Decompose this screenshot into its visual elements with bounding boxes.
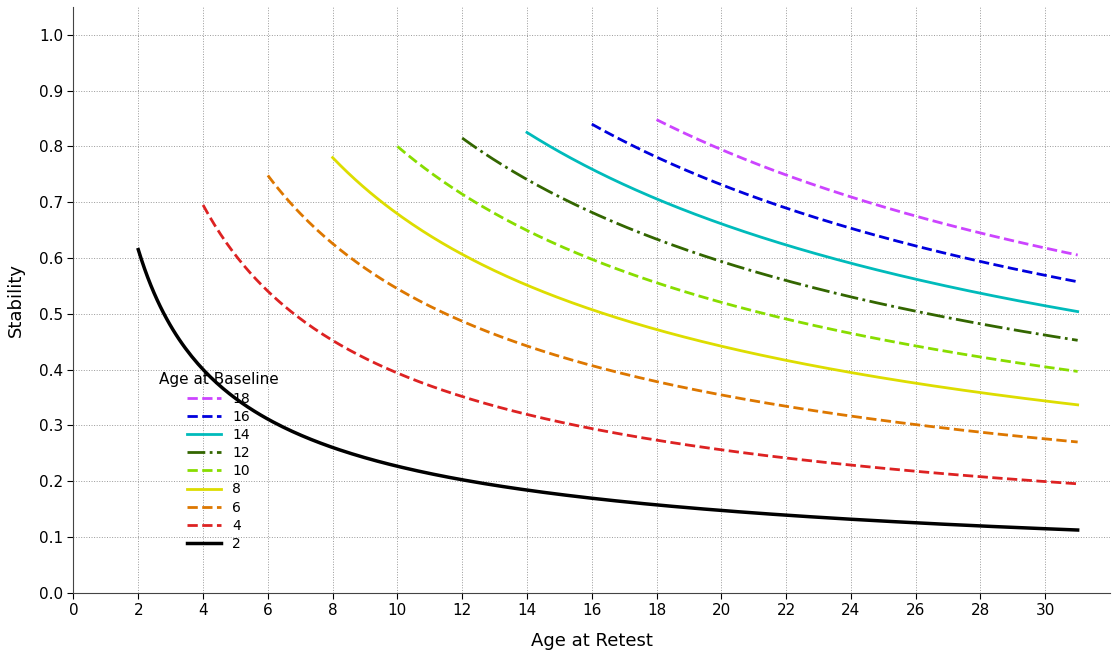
16	[1025, 269, 1039, 277]
18	[1031, 242, 1044, 250]
8	[1001, 392, 1014, 400]
10	[808, 321, 821, 329]
Legend: 18, 16, 14, 12, 10, 8, 6, 4, 2: 18, 16, 14, 12, 10, 8, 6, 4, 2	[153, 367, 284, 556]
8	[326, 154, 340, 162]
16	[585, 120, 599, 128]
2	[132, 246, 145, 254]
10	[964, 351, 977, 359]
6	[264, 175, 277, 183]
8	[782, 357, 795, 365]
4	[197, 201, 210, 209]
2	[924, 520, 937, 528]
10	[793, 319, 806, 327]
8	[770, 354, 783, 362]
6	[1071, 438, 1085, 446]
12	[820, 287, 833, 295]
4	[714, 446, 727, 454]
12	[458, 135, 471, 143]
8	[767, 354, 781, 362]
14	[847, 260, 860, 267]
Line: 8: 8	[333, 158, 1078, 405]
12	[822, 288, 836, 296]
4	[732, 448, 745, 456]
8	[328, 156, 342, 164]
16	[586, 121, 600, 129]
Line: 16: 16	[592, 124, 1078, 282]
12	[456, 134, 469, 142]
6	[944, 425, 957, 433]
2	[688, 505, 701, 512]
8	[954, 386, 967, 394]
14	[984, 292, 997, 300]
Line: 12: 12	[462, 138, 1078, 340]
4	[199, 206, 212, 214]
Line: 4: 4	[203, 205, 1078, 484]
10	[1071, 367, 1085, 375]
6	[757, 399, 771, 407]
18	[908, 212, 922, 219]
18	[900, 210, 914, 217]
4	[934, 470, 947, 478]
18	[1071, 251, 1085, 259]
6	[995, 430, 1009, 438]
10	[391, 143, 404, 150]
16	[994, 262, 1008, 270]
2	[135, 256, 149, 263]
4	[989, 474, 1002, 482]
12	[1013, 327, 1027, 335]
14	[521, 129, 534, 137]
X-axis label: Age at Retest: Age at Retest	[531, 632, 652, 650]
2	[983, 522, 996, 530]
18	[651, 116, 665, 124]
Line: 14: 14	[527, 133, 1078, 311]
10	[393, 145, 407, 152]
6	[261, 171, 275, 179]
2	[690, 505, 704, 512]
Line: 18: 18	[657, 120, 1078, 255]
10	[795, 319, 809, 327]
6	[743, 396, 756, 404]
14	[522, 129, 535, 137]
Line: 10: 10	[398, 147, 1078, 371]
Line: 2: 2	[139, 250, 1078, 530]
6	[741, 396, 754, 403]
16	[872, 233, 886, 240]
16	[1071, 278, 1085, 286]
4	[717, 446, 731, 454]
Line: 6: 6	[268, 175, 1078, 442]
18	[899, 210, 913, 217]
2	[1071, 526, 1085, 534]
8	[1071, 401, 1085, 409]
14	[1071, 307, 1085, 315]
10	[1008, 358, 1021, 366]
18	[650, 116, 663, 124]
16	[875, 233, 888, 240]
4	[1071, 480, 1085, 487]
12	[1071, 336, 1085, 344]
18	[1005, 237, 1019, 244]
12	[832, 290, 846, 298]
14	[858, 263, 871, 271]
14	[848, 260, 861, 268]
Y-axis label: Stability: Stability	[7, 263, 25, 337]
16	[882, 235, 896, 243]
2	[707, 506, 720, 514]
12	[974, 320, 987, 328]
14	[1020, 298, 1033, 306]
